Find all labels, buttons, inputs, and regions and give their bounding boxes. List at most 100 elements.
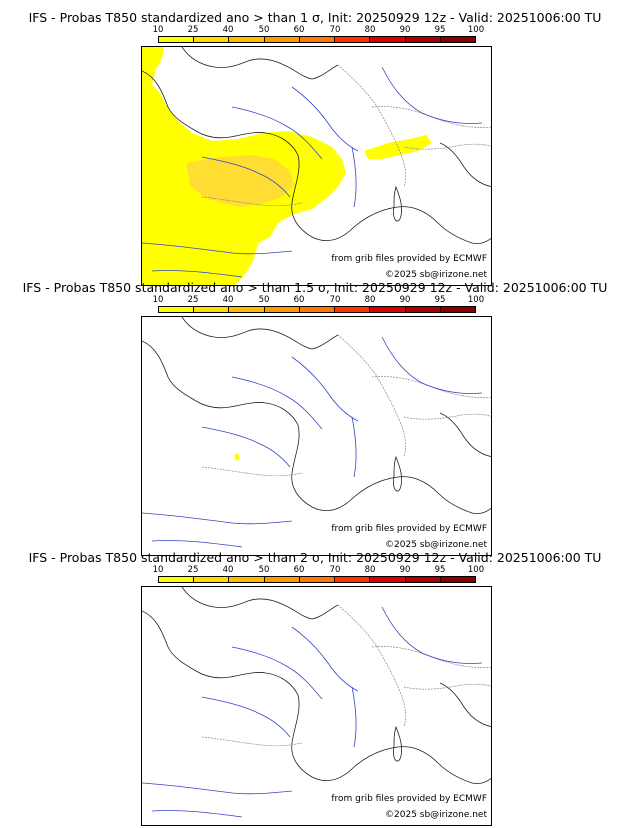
river — [291, 356, 359, 422]
scale-swatch — [405, 577, 441, 582]
scale-swatch — [229, 37, 265, 42]
scale-tick: 95 — [434, 25, 446, 35]
scale-swatch — [370, 577, 406, 582]
country-border — [337, 64, 406, 188]
scale-tick: 100 — [467, 565, 485, 575]
corsica-outline — [393, 725, 403, 762]
scale-tick: 80 — [364, 25, 376, 35]
corsica-outline — [393, 185, 403, 222]
copyright-credit: ©2025 sb@irizone.net — [385, 270, 487, 280]
scale-tick: 90 — [399, 295, 411, 305]
scale-tick: 60 — [293, 25, 305, 35]
corsica-outline — [393, 455, 403, 492]
adriatic-coastline — [439, 412, 491, 457]
river — [231, 646, 323, 700]
channel-coastline — [181, 47, 339, 80]
country-border — [337, 604, 406, 728]
scale-tick: 50 — [258, 565, 270, 575]
scale-bar — [158, 576, 476, 583]
river — [151, 270, 243, 278]
scale-swatch — [440, 37, 475, 42]
country-border — [201, 196, 303, 207]
scale-swatch — [229, 577, 265, 582]
scale-tick: 40 — [222, 295, 234, 305]
scale-swatch — [335, 307, 371, 312]
scale-tick: 100 — [467, 295, 485, 305]
river — [142, 242, 293, 255]
scale-tick: 50 — [258, 25, 270, 35]
scale-swatch — [370, 307, 406, 312]
scale-swatch — [299, 577, 336, 582]
river — [142, 512, 293, 525]
map-graphic — [142, 47, 491, 285]
scale-tick: 25 — [187, 25, 199, 35]
scale-tick: 60 — [293, 295, 305, 305]
scale-tick: 40 — [222, 565, 234, 575]
source-credit: from grib files provided by ECMWF — [331, 794, 487, 804]
source-credit: from grib files provided by ECMWF — [331, 524, 487, 534]
scale-tick: 80 — [364, 565, 376, 575]
panel-1: IFS - Probas T850 standardized ano > tha… — [0, 10, 630, 286]
river — [231, 106, 323, 160]
scale-tick: 80 — [364, 295, 376, 305]
scale-tick: 90 — [399, 565, 411, 575]
scale-tick: 10 — [152, 565, 164, 575]
country-border — [403, 683, 491, 690]
scale-swatch — [194, 577, 230, 582]
copyright-credit: ©2025 sb@irizone.net — [385, 810, 487, 820]
probability-map: from grib files provided by ECMWF ©2025 … — [141, 316, 492, 556]
river — [231, 376, 323, 430]
color-scale: 10 25 40 50 60 70 80 90 95 100 — [153, 565, 484, 585]
scale-tick: 10 — [152, 25, 164, 35]
scale-swatch — [194, 37, 230, 42]
scale-tick: 60 — [293, 565, 305, 575]
river — [201, 426, 291, 468]
scale-swatch — [264, 307, 300, 312]
river — [351, 416, 357, 478]
river — [381, 606, 483, 664]
scale-bar — [158, 36, 476, 43]
color-scale: 10 25 40 50 60 70 80 90 95 100 — [153, 25, 484, 45]
river — [351, 686, 357, 748]
adriatic-coastline — [439, 682, 491, 727]
scale-swatch — [335, 577, 371, 582]
scale-swatch — [440, 577, 475, 582]
coastline — [142, 340, 491, 514]
scale-bar — [158, 306, 476, 313]
river — [142, 782, 293, 795]
adriatic-coastline — [439, 142, 491, 187]
scale-swatch — [229, 307, 265, 312]
scale-tick: 10 — [152, 295, 164, 305]
coastline — [142, 70, 491, 244]
scale-tick: 25 — [187, 295, 199, 305]
scale-swatch — [159, 307, 195, 312]
copyright-credit: ©2025 sb@irizone.net — [385, 540, 487, 550]
scale-tick: 95 — [434, 295, 446, 305]
country-border — [201, 466, 303, 477]
probability-map: from grib files provided by ECMWF ©2025 … — [141, 586, 492, 826]
country-border — [403, 143, 491, 150]
panel-3: IFS - Probas T850 standardized ano > tha… — [0, 550, 630, 826]
panel-title: IFS - Probas T850 standardized ano > tha… — [28, 10, 602, 25]
scale-swatch — [405, 307, 441, 312]
country-border — [403, 413, 491, 420]
river — [151, 540, 243, 548]
river — [201, 696, 291, 738]
color-scale: 10 25 40 50 60 70 80 90 95 100 — [153, 295, 484, 315]
coastline — [142, 610, 491, 784]
scale-swatch — [194, 307, 230, 312]
scale-swatch — [440, 307, 475, 312]
scale-swatch — [264, 577, 300, 582]
panel-title: IFS - Probas T850 standardized ano > tha… — [28, 550, 602, 565]
probability-map: from grib files provided by ECMWF ©2025 … — [141, 46, 492, 286]
scale-swatch — [405, 37, 441, 42]
scale-tick: 90 — [399, 25, 411, 35]
probability-area-10 — [234, 453, 240, 461]
river — [201, 156, 291, 198]
scale-tick: 70 — [329, 295, 341, 305]
river — [291, 626, 359, 692]
scale-swatch — [370, 37, 406, 42]
source-credit: from grib files provided by ECMWF — [331, 254, 487, 264]
probability-area-25 — [186, 155, 294, 207]
river — [381, 336, 483, 394]
